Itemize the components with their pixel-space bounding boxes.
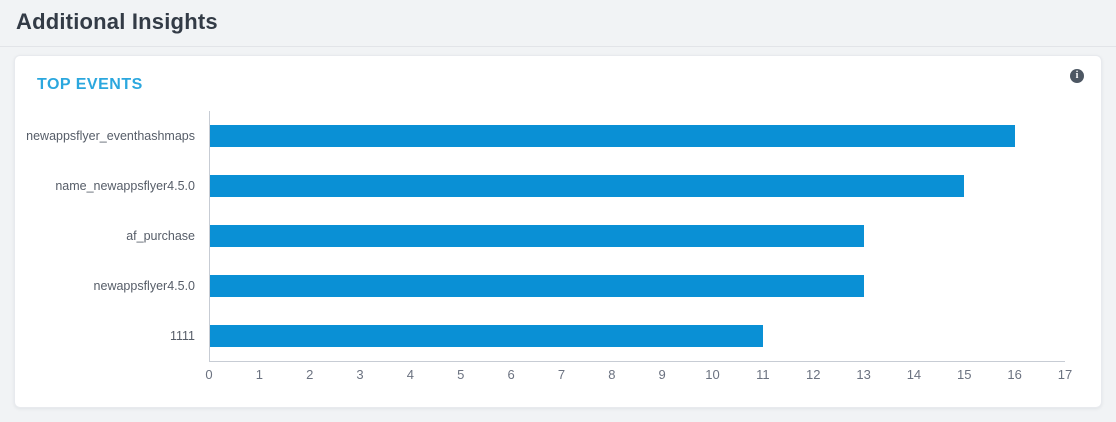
x-tick-label: 11 <box>756 367 770 382</box>
x-tick-label: 10 <box>705 367 720 382</box>
x-tick-label: 1 <box>255 367 263 382</box>
category-label: af_purchase <box>126 229 195 243</box>
info-icon[interactable]: i <box>1070 69 1084 83</box>
bar[interactable] <box>210 325 764 347</box>
plot-area: 0 1 2 3 4 5 6 7 8 9 10 11 12 13 14 15 16 17 <box>205 111 1072 391</box>
x-tick-label: 13 <box>856 367 871 382</box>
top-events-bar-chart: newappsflyer_eventhashmaps name_newappsfl… <box>15 111 1072 391</box>
category-axis: newappsflyer_eventhashmaps name_newappsfl… <box>15 111 209 391</box>
bar[interactable] <box>210 225 864 247</box>
bar[interactable] <box>210 175 965 197</box>
x-tick-label: 9 <box>658 367 666 382</box>
x-tick-label: 15 <box>957 367 972 382</box>
bar-row <box>210 311 1065 361</box>
x-tick-label: 4 <box>406 367 415 382</box>
bar-row <box>210 211 1065 261</box>
x-tick-label: 7 <box>557 367 566 382</box>
plot-grid <box>209 111 1065 362</box>
category-label: newappsflyer4.5.0 <box>93 279 195 293</box>
page-title: Additional Insights <box>16 9 218 34</box>
bar-row <box>210 161 1065 211</box>
bar[interactable] <box>210 275 864 297</box>
x-tick-label: 16 <box>1007 367 1022 382</box>
x-tick-label: 14 <box>906 367 922 382</box>
category-label: newappsflyer_eventhashmaps <box>26 129 195 143</box>
category-label: name_newappsflyer4.5.0 <box>55 179 195 193</box>
card-title: TOP EVENTS <box>37 76 143 93</box>
top-events-card: TOP EVENTS i newappsflyer_eventhashmaps n… <box>14 55 1102 408</box>
x-tick-label: 8 <box>608 367 616 382</box>
x-tick-label: 5 <box>457 367 465 382</box>
x-tick-label: 3 <box>356 367 364 382</box>
x-tick-label: 2 <box>306 367 314 382</box>
bar-row <box>210 111 1065 161</box>
x-axis: 0 1 2 3 4 5 6 7 8 9 10 11 12 13 14 15 16 17 <box>205 367 1072 391</box>
x-tick-label: 0 <box>205 367 213 382</box>
x-tick-label: 17 <box>1057 367 1073 382</box>
section-header: Additional Insights <box>0 0 1116 47</box>
x-tick-label: 6 <box>507 367 515 382</box>
bar[interactable] <box>210 125 1015 147</box>
category-label: 1111 <box>169 329 195 343</box>
bar-row <box>210 261 1065 311</box>
x-tick-label: 12 <box>806 367 821 382</box>
